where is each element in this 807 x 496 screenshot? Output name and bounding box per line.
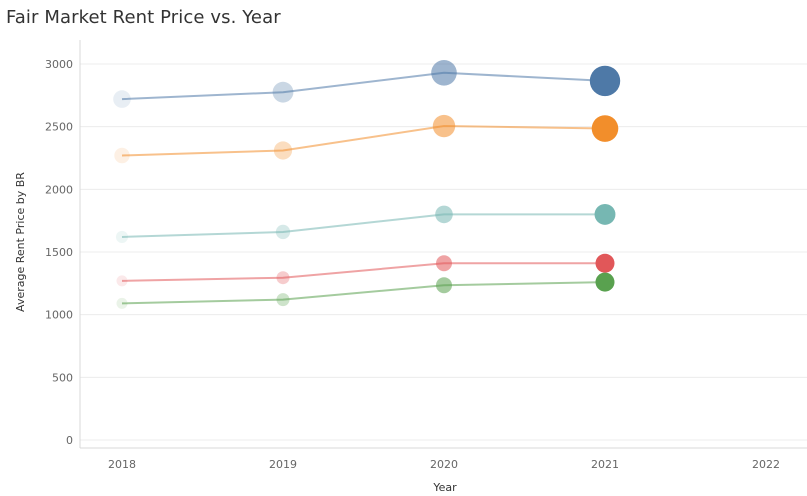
chart-title: Fair Market Rent Price vs. Year xyxy=(6,7,281,28)
data-point[interactable] xyxy=(116,275,128,287)
x-tick-label: 2018 xyxy=(108,458,136,471)
x-axis-ticks: 2018 2019 2020 2021 2022 xyxy=(108,458,780,471)
series-line xyxy=(121,71,606,101)
data-point[interactable] xyxy=(272,81,294,103)
data-point[interactable] xyxy=(595,253,615,273)
x-tick-label: 2021 xyxy=(591,458,619,471)
x-tick-label: 2019 xyxy=(269,458,297,471)
data-point[interactable] xyxy=(275,224,291,240)
data-point[interactable] xyxy=(115,230,129,244)
data-point[interactable] xyxy=(113,90,131,108)
data-point[interactable] xyxy=(276,271,290,285)
y-axis-title: Average Rent Price by BR xyxy=(14,172,27,312)
data-point[interactable] xyxy=(431,59,457,86)
data-point[interactable] xyxy=(589,65,621,97)
series-5 xyxy=(116,272,615,309)
gridlines xyxy=(80,63,807,441)
y-tick-label: 0 xyxy=(66,434,73,447)
data-point[interactable] xyxy=(436,255,452,272)
y-tick-label: 500 xyxy=(52,371,73,384)
series-line xyxy=(121,281,606,305)
y-axis-ticks: 0 500 1000 1500 2000 2500 3000 xyxy=(45,58,73,447)
series-2 xyxy=(114,114,619,164)
data-point[interactable] xyxy=(591,115,619,142)
data-point[interactable] xyxy=(114,147,130,164)
y-tick-label: 3000 xyxy=(45,58,73,71)
series-line xyxy=(121,125,606,157)
x-tick-label: 2020 xyxy=(430,458,458,471)
data-point[interactable] xyxy=(273,141,293,160)
series-1 xyxy=(113,59,621,108)
series-4 xyxy=(116,253,615,287)
y-tick-label: 2500 xyxy=(45,121,73,134)
series-3 xyxy=(115,203,616,244)
y-tick-label: 1500 xyxy=(45,246,73,259)
series-line xyxy=(121,262,605,282)
series-line xyxy=(121,213,605,238)
series-layer xyxy=(113,59,621,309)
data-point[interactable] xyxy=(276,293,290,307)
x-tick-label: 2022 xyxy=(752,458,780,471)
data-point[interactable] xyxy=(436,277,452,294)
data-point[interactable] xyxy=(435,205,453,224)
y-tick-label: 2000 xyxy=(45,183,73,196)
data-point[interactable] xyxy=(595,272,615,292)
x-axis-title: Year xyxy=(432,481,457,494)
y-tick-label: 1000 xyxy=(45,309,73,322)
data-point[interactable] xyxy=(432,114,456,138)
data-point[interactable] xyxy=(594,203,616,225)
data-point[interactable] xyxy=(116,297,128,309)
